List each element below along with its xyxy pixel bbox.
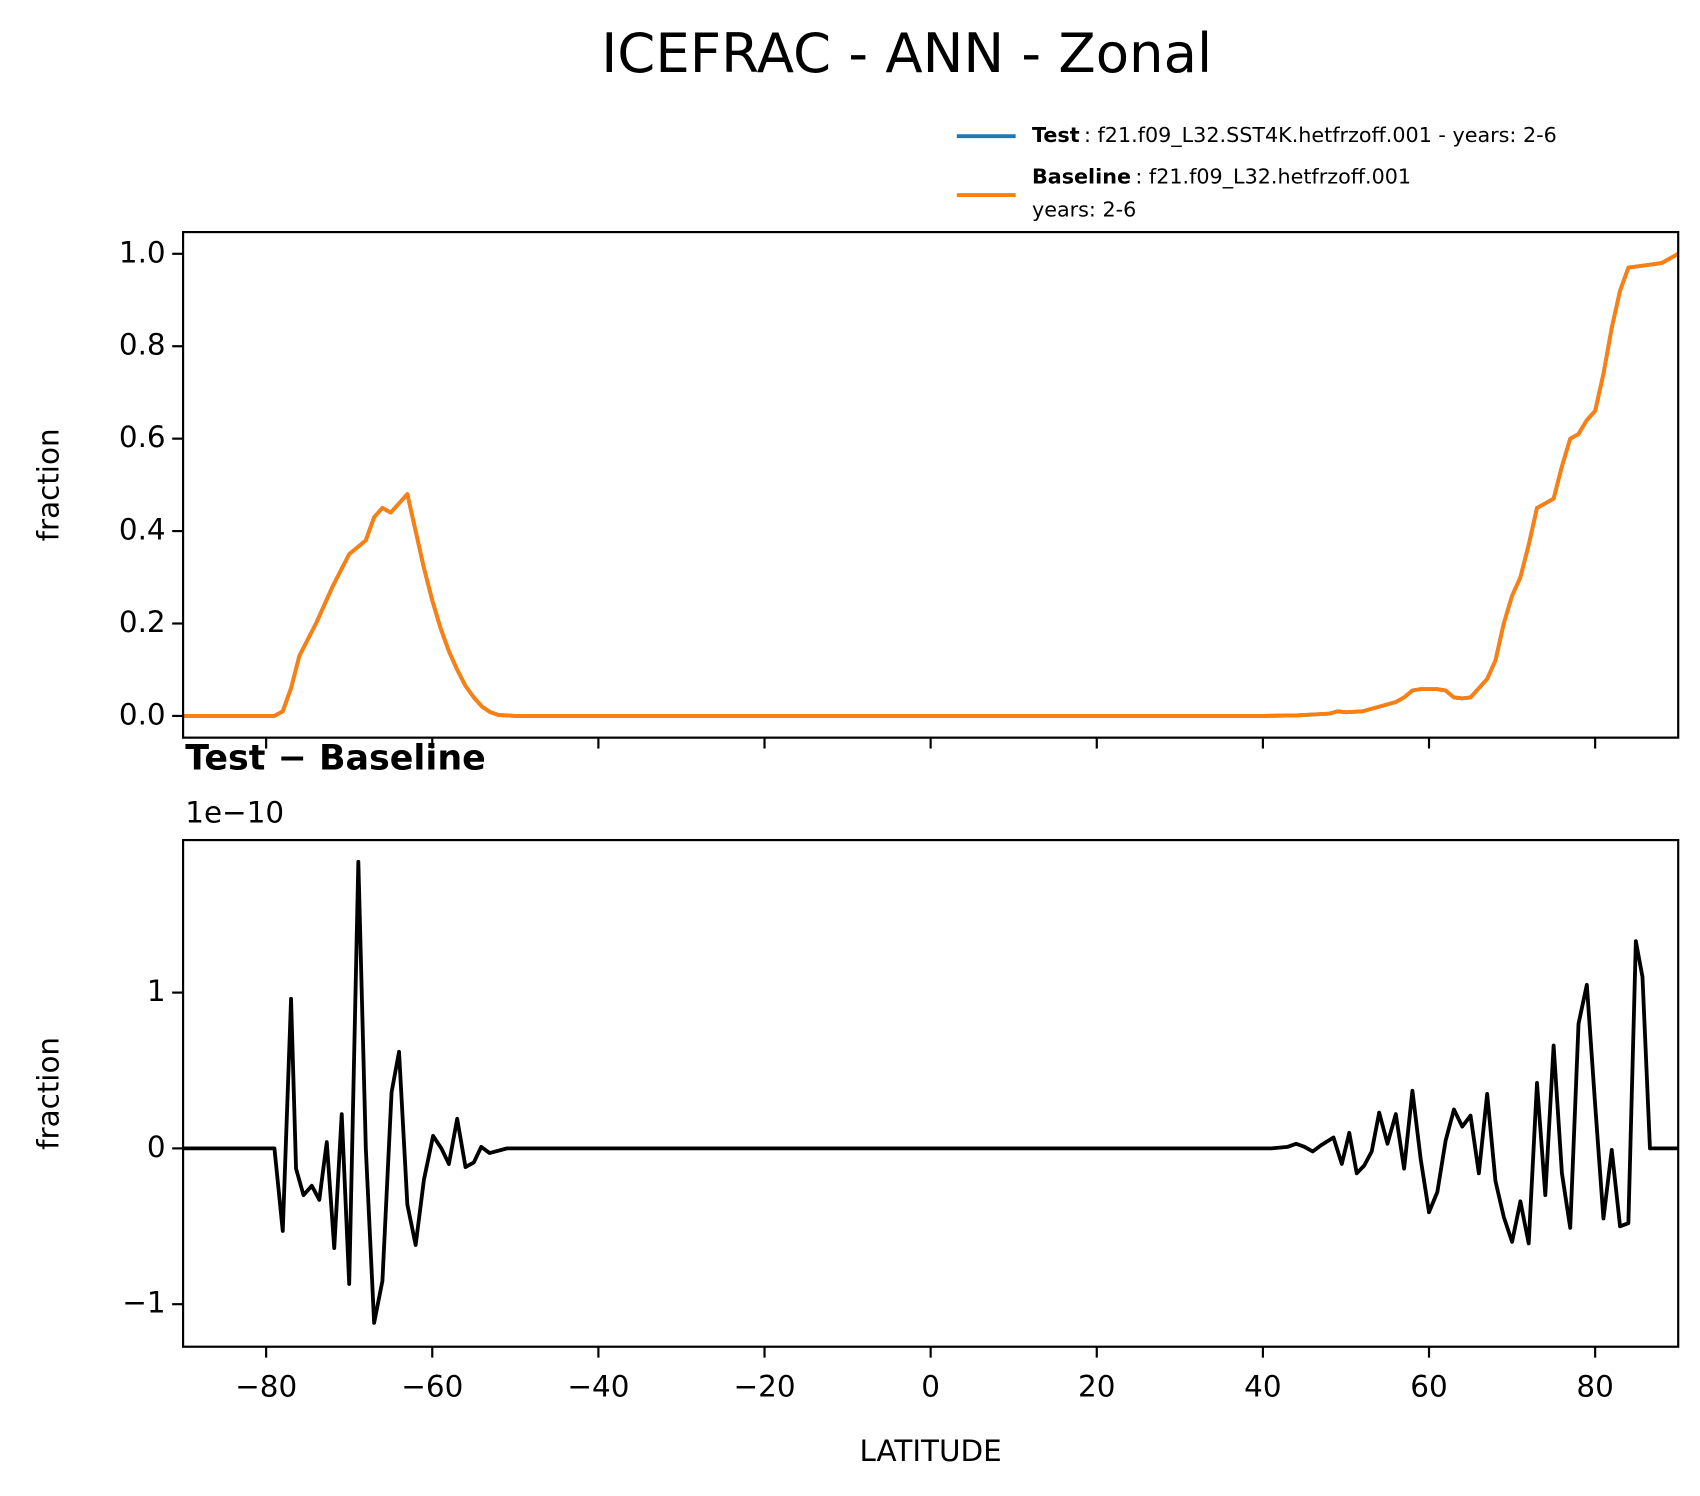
y-axis-label: fraction — [32, 1037, 66, 1150]
y-axis-label: fraction — [32, 428, 66, 541]
legend-label: : f21.f09_L32.hetfrzoff.001 — [1135, 165, 1411, 190]
legend-label: years: 2-6 — [1032, 197, 1136, 221]
data-line — [183, 859, 1679, 1325]
y-tick-label: −1 — [122, 1286, 165, 1320]
x-tick-label: −40 — [567, 1370, 629, 1404]
y-tick-label: 0.0 — [119, 697, 166, 731]
x-tick-label: 20 — [1078, 1370, 1115, 1404]
y-tick-label: 0 — [147, 1130, 166, 1164]
y-tick-label: 0.8 — [119, 328, 166, 362]
x-tick-label: 60 — [1410, 1370, 1447, 1404]
x-tick-label: −80 — [235, 1370, 297, 1404]
x-tick-label: 40 — [1244, 1370, 1281, 1404]
y-tick-label: 1.0 — [119, 235, 166, 269]
legend: Test: f21.f09_L32.SST4K.hetfrzoff.001 - … — [956, 123, 1557, 221]
legend-entry: Test: f21.f09_L32.SST4K.hetfrzoff.001 - … — [1032, 123, 1557, 148]
x-axis-label: LATITUDE — [860, 1434, 1002, 1468]
x-tick-label: −60 — [401, 1370, 463, 1404]
y-tick-label: 0.4 — [119, 513, 166, 547]
legend-entry: Baseline: f21.f09_L32.hetfrzoff.001 — [1032, 165, 1411, 190]
y-tick-label: 0.2 — [119, 605, 166, 639]
legend-label: : f21.f09_L32.SST4K.hetfrzoff.001 - year… — [1084, 123, 1557, 148]
data-line — [183, 252, 1679, 718]
offset-label: 1e−10 — [185, 795, 284, 829]
panel-title: Test − Baseline — [185, 738, 486, 778]
figure-title: ICEFRAC - ANN - Zonal — [601, 21, 1212, 85]
legend-name: Test — [1032, 123, 1080, 147]
y-tick-label: 1 — [147, 974, 166, 1008]
x-tick-label: −20 — [733, 1370, 795, 1404]
x-tick-label: 0 — [921, 1370, 940, 1404]
legend-name: Baseline — [1032, 165, 1131, 189]
y-tick-label: 0.6 — [119, 420, 166, 454]
x-tick-label: 80 — [1576, 1370, 1613, 1404]
